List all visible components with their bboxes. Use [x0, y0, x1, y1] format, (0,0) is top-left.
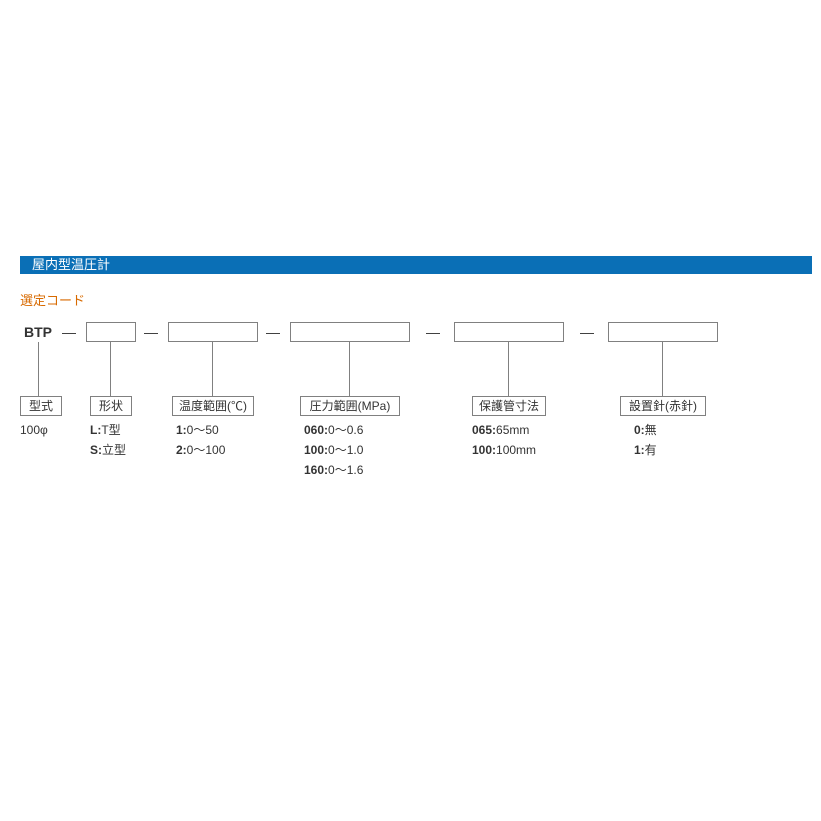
connector-line — [38, 342, 39, 396]
code-slot-shape[interactable] — [86, 322, 136, 342]
option-item: 100:100mm — [472, 440, 536, 460]
option-item: 2:0～100 — [176, 440, 225, 460]
dash-separator: — — [426, 324, 440, 340]
label-needle: 設置針(赤針) — [620, 396, 706, 416]
dash-separator: — — [144, 324, 158, 340]
option-item: 1:0～50 — [176, 420, 225, 440]
connector-line — [662, 342, 663, 396]
code-prefix: BTP — [24, 324, 52, 340]
label-temp: 温度範囲(℃) — [172, 396, 254, 416]
title-bar: 屋内型温圧計 — [20, 256, 812, 274]
label-pressure: 圧力範囲(MPa) — [300, 396, 400, 416]
code-slot-pressure[interactable] — [290, 322, 410, 342]
connector-line — [110, 342, 111, 396]
options-tube: 065:65mm100:100mm — [472, 420, 536, 460]
connector-line — [508, 342, 509, 396]
option-item: 0:無 — [634, 420, 657, 440]
options-model: 100φ — [20, 420, 48, 440]
options-temp: 1:0～502:0～100 — [176, 420, 225, 460]
dash-separator: — — [62, 324, 76, 340]
dash-separator: — — [580, 324, 594, 340]
option-item: 060:0～0.6 — [304, 420, 363, 440]
option-item: 1:有 — [634, 440, 657, 460]
code-slot-temp[interactable] — [168, 322, 258, 342]
label-model: 型式 — [20, 396, 62, 416]
option-item: 160:0～1.6 — [304, 460, 363, 480]
code-slot-needle[interactable] — [608, 322, 718, 342]
option-item: L:T型 — [90, 420, 126, 440]
code-slot-tube[interactable] — [454, 322, 564, 342]
options-pressure: 060:0～0.6100:0～1.0160:0～1.6 — [304, 420, 363, 480]
option-item: 100φ — [20, 420, 48, 440]
option-item: 065:65mm — [472, 420, 536, 440]
label-tube: 保護管寸法 — [472, 396, 546, 416]
options-shape: L:T型S:立型 — [90, 420, 126, 460]
options-needle: 0:無1:有 — [634, 420, 657, 460]
subheading: 選定コード — [20, 290, 85, 309]
connector-line — [212, 342, 213, 396]
dash-separator: — — [266, 324, 280, 340]
option-item: 100:0～1.0 — [304, 440, 363, 460]
connector-line — [349, 342, 350, 396]
option-item: S:立型 — [90, 440, 126, 460]
label-shape: 形状 — [90, 396, 132, 416]
